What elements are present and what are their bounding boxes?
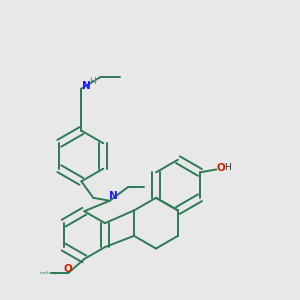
Text: methoxy: methoxy — [39, 271, 58, 275]
Text: H: H — [224, 164, 231, 172]
Text: N: N — [109, 191, 118, 201]
Text: N: N — [82, 81, 91, 91]
Text: O: O — [217, 163, 225, 173]
Text: H: H — [89, 77, 96, 86]
Text: O: O — [64, 264, 72, 274]
